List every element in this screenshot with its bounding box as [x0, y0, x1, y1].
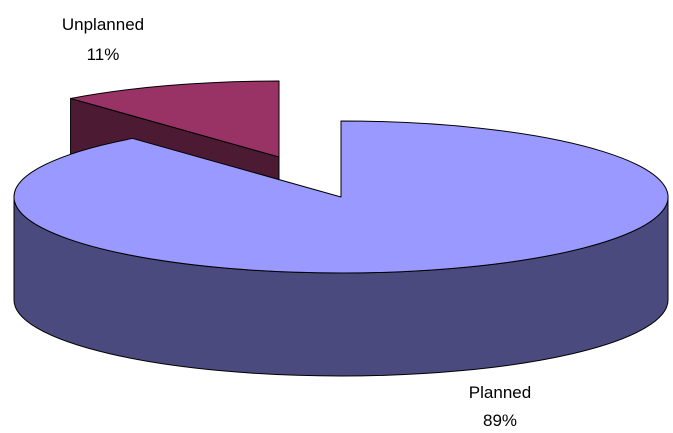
slices-layer: [13, 80, 669, 377]
slice-top-planned: [13, 120, 669, 274]
slice-planned: [13, 120, 669, 377]
slice-label-planned-name: Planned: [469, 383, 531, 402]
slice-top-unplanned: [70, 80, 280, 158]
label-group-planned: Planned 89%: [469, 383, 531, 430]
slice-label-planned-percent: 89%: [483, 411, 517, 430]
label-group-unplanned: Unplanned 11%: [62, 15, 144, 64]
slice-label-unplanned-name: Unplanned: [62, 15, 144, 34]
labels-layer: Unplanned 11% Planned 89%: [62, 15, 531, 430]
slice-label-unplanned-percent: 11%: [87, 45, 120, 64]
